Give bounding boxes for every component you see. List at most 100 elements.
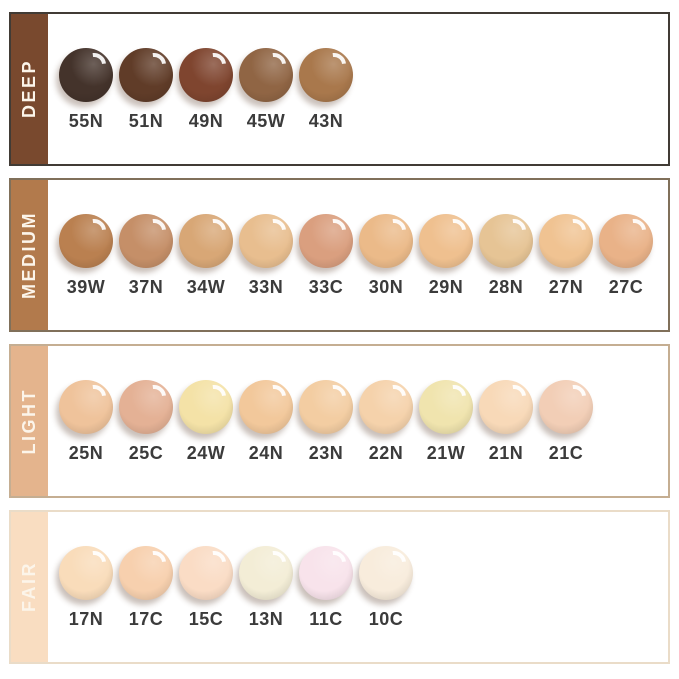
swatch-33c: [299, 214, 353, 268]
swatch-item: 24N: [236, 380, 296, 464]
shade-code-label: 55N: [68, 111, 104, 131]
swatch-25c: [119, 380, 173, 434]
swatch-13n: [239, 546, 293, 600]
group-label: LIGHT: [19, 387, 39, 455]
swatch-item: 55N: [56, 48, 116, 132]
shade-code-label: 13N: [248, 609, 284, 629]
shade-code-label: 39W: [66, 277, 106, 297]
swatch-item: 25N: [56, 380, 116, 464]
swatch-55n: [59, 48, 113, 102]
swatch-item: 27C: [596, 214, 656, 298]
shade-code-label: 25N: [68, 443, 104, 463]
group-label-strip: DEEP: [11, 14, 48, 164]
swatch-area: 17N 17C 15C 13N 11C 10C: [48, 512, 668, 662]
swatch-item: 34W: [176, 214, 236, 298]
shade-code-label: 24N: [248, 443, 284, 463]
shade-code-label: 23N: [308, 443, 344, 463]
swatch-25n: [59, 380, 113, 434]
swatch-21w: [419, 380, 473, 434]
swatch-area: 25N 25C 24W 24N 23N 22N 21W 21N 21C: [48, 346, 668, 496]
swatch-29n: [419, 214, 473, 268]
shade-code-label: 49N: [188, 111, 224, 131]
swatch-item: 13N: [236, 546, 296, 630]
shade-code-label: 17N: [68, 609, 104, 629]
group-row-fair: FAIR 17N 17C 15C 13N 11C 10C: [9, 510, 670, 664]
swatch-item: 22N: [356, 380, 416, 464]
swatch-item: 17N: [56, 546, 116, 630]
swatch-area: 55N 51N 49N 45W 43N: [48, 14, 668, 164]
swatch-43n: [299, 48, 353, 102]
shade-code-label: 29N: [428, 277, 464, 297]
swatch-item: 43N: [296, 48, 356, 132]
swatch-item: 45W: [236, 48, 296, 132]
swatch-item: 10C: [356, 546, 416, 630]
group-label: DEEP: [19, 59, 39, 119]
swatch-10c: [359, 546, 413, 600]
swatch-item: 25C: [116, 380, 176, 464]
swatch-17c: [119, 546, 173, 600]
swatch-item: 37N: [116, 214, 176, 298]
swatch-item: 11C: [296, 546, 356, 630]
shade-code-label: 21N: [488, 443, 524, 463]
shade-code-label: 33C: [308, 277, 344, 297]
group-row-deep: DEEP 55N 51N 49N 45W 43N: [9, 12, 670, 166]
swatch-item: 51N: [116, 48, 176, 132]
swatch-item: 21W: [416, 380, 476, 464]
shade-code-label: 37N: [128, 277, 164, 297]
group-label: FAIR: [19, 561, 39, 613]
swatch-item: 29N: [416, 214, 476, 298]
swatch-item: 27N: [536, 214, 596, 298]
swatch-item: 39W: [56, 214, 116, 298]
shade-code-label: 30N: [368, 277, 404, 297]
swatch-27c: [599, 214, 653, 268]
swatch-area: 39W 37N 34W 33N 33C 30N 29N 28N 27N 27C: [48, 180, 668, 330]
swatch-28n: [479, 214, 533, 268]
shade-code-label: 11C: [309, 609, 343, 629]
swatch-item: 33N: [236, 214, 296, 298]
swatch-item: 17C: [116, 546, 176, 630]
group-row-medium: MEDIUM 39W 37N 34W 33N 33C 30N 29N 28N 2…: [9, 178, 670, 332]
swatch-51n: [119, 48, 173, 102]
swatch-item: 15C: [176, 546, 236, 630]
swatch-item: 21C: [536, 380, 596, 464]
swatch-17n: [59, 546, 113, 600]
swatch-23n: [299, 380, 353, 434]
swatch-21n: [479, 380, 533, 434]
shade-code-label: 10C: [368, 609, 404, 629]
swatch-item: 21N: [476, 380, 536, 464]
group-label-strip: FAIR: [11, 512, 48, 662]
swatch-37n: [119, 214, 173, 268]
shade-code-label: 17C: [128, 609, 164, 629]
group-label-strip: LIGHT: [11, 346, 48, 496]
shade-code-label: 45W: [246, 111, 286, 131]
group-label-strip: MEDIUM: [11, 180, 48, 330]
shade-code-label: 34W: [186, 277, 226, 297]
swatch-30n: [359, 214, 413, 268]
shade-code-label: 28N: [488, 277, 524, 297]
shade-code-label: 22N: [368, 443, 404, 463]
shade-code-label: 27C: [608, 277, 644, 297]
shade-code-label: 24W: [186, 443, 226, 463]
swatch-item: 30N: [356, 214, 416, 298]
shade-code-label: 27N: [548, 277, 584, 297]
shade-code-label: 25C: [128, 443, 164, 463]
shade-code-label: 15C: [188, 609, 224, 629]
swatch-item: 23N: [296, 380, 356, 464]
swatch-22n: [359, 380, 413, 434]
swatch-item: 28N: [476, 214, 536, 298]
swatch-24n: [239, 380, 293, 434]
swatch-item: 49N: [176, 48, 236, 132]
swatch-21c: [539, 380, 593, 434]
swatch-49n: [179, 48, 233, 102]
swatch-item: 33C: [296, 214, 356, 298]
shade-code-label: 43N: [308, 111, 344, 131]
shade-code-label: 33N: [248, 277, 284, 297]
swatch-11c: [299, 546, 353, 600]
swatch-33n: [239, 214, 293, 268]
shade-code-label: 51N: [128, 111, 164, 131]
group-label: MEDIUM: [19, 211, 39, 299]
swatch-34w: [179, 214, 233, 268]
group-row-light: LIGHT 25N 25C 24W 24N 23N 22N 21W 21N 21…: [9, 344, 670, 498]
swatch-39w: [59, 214, 113, 268]
